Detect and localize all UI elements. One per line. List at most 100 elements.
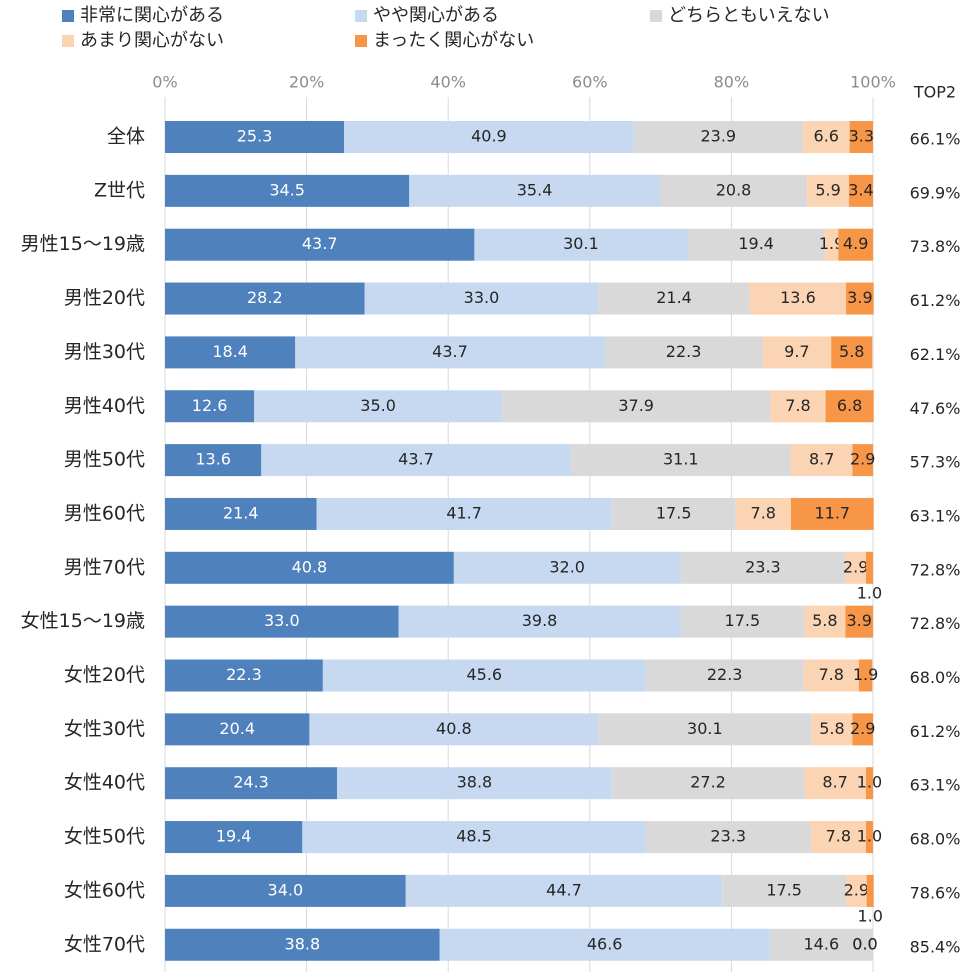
bar-segment bbox=[611, 767, 805, 800]
bar-segment bbox=[633, 121, 803, 153]
bar-segment bbox=[316, 497, 612, 530]
bar-segment bbox=[852, 444, 873, 477]
y-tick-label: 男性15〜19歳 bbox=[21, 233, 145, 255]
value-label: 19.4 bbox=[738, 234, 774, 253]
legend-swatch bbox=[62, 10, 74, 22]
value-label: 8.7 bbox=[809, 450, 834, 469]
value-label: 2.9 bbox=[844, 880, 869, 899]
top2-title: TOP2 bbox=[913, 83, 956, 102]
value-label: 1.0 bbox=[857, 827, 882, 846]
bar-segment bbox=[722, 874, 847, 907]
bar-segment bbox=[865, 821, 873, 854]
top2-value: 73.8% bbox=[910, 237, 961, 256]
y-tick-label: 男性70代 bbox=[64, 556, 145, 578]
value-label: 17.5 bbox=[766, 880, 802, 899]
value-label: 7.8 bbox=[751, 503, 776, 522]
value-label: 1.0 bbox=[857, 773, 882, 792]
value-label: 38.8 bbox=[285, 934, 321, 953]
y-tick-label: 男性40代 bbox=[64, 395, 145, 417]
value-label: 7.8 bbox=[785, 396, 810, 415]
bar-segment bbox=[659, 174, 808, 207]
bar-segment bbox=[165, 551, 454, 584]
value-label: 11.7 bbox=[814, 503, 850, 522]
value-label: 20.8 bbox=[716, 180, 752, 199]
bar-segment bbox=[845, 551, 866, 584]
value-label: 8.7 bbox=[822, 773, 847, 792]
bar-segment bbox=[165, 121, 345, 153]
bar-segment bbox=[405, 874, 723, 907]
value-label: 23.9 bbox=[700, 127, 736, 146]
bar-segment bbox=[165, 605, 399, 638]
bar-segment bbox=[165, 174, 410, 207]
legend-label: あまり関心がない bbox=[80, 30, 224, 51]
bar-segment bbox=[680, 605, 805, 638]
bar-segment bbox=[865, 767, 873, 800]
value-label: 34.5 bbox=[269, 180, 305, 199]
y-tick-label: 男性50代 bbox=[64, 449, 145, 471]
y-tick-label: 全体 bbox=[107, 126, 145, 148]
bar-segment bbox=[852, 713, 873, 746]
top2-value: 66.1% bbox=[910, 130, 961, 149]
top2-value: 85.4% bbox=[910, 937, 961, 956]
bar-segment bbox=[502, 390, 771, 423]
value-label: 7.8 bbox=[826, 827, 851, 846]
bar-segment bbox=[165, 336, 296, 369]
value-label: 33.0 bbox=[464, 288, 500, 307]
bar-segment bbox=[769, 928, 873, 961]
top2-value: 62.1% bbox=[910, 345, 961, 364]
x-tick-label: 60% bbox=[572, 73, 608, 92]
bar-segment bbox=[802, 121, 850, 153]
value-label: 13.6 bbox=[195, 450, 231, 469]
value-label: 40.8 bbox=[436, 719, 472, 738]
bar-segment bbox=[165, 821, 303, 854]
bar-segment bbox=[749, 282, 847, 315]
value-label: 38.8 bbox=[457, 773, 493, 792]
bar-segment bbox=[825, 390, 874, 423]
bar-segment bbox=[165, 713, 310, 746]
value-label: 31.1 bbox=[663, 450, 699, 469]
bar-segment bbox=[790, 444, 853, 477]
value-label: 37.9 bbox=[618, 396, 654, 415]
value-label: 41.7 bbox=[446, 503, 482, 522]
bar-segment bbox=[858, 659, 873, 692]
legend-swatch bbox=[62, 35, 74, 47]
value-label: 24.3 bbox=[233, 773, 269, 792]
value-label: 3.3 bbox=[849, 127, 874, 146]
bar-segment bbox=[831, 336, 873, 369]
bar-segment bbox=[398, 605, 681, 638]
top2-value: 69.9% bbox=[910, 183, 961, 202]
legend-label: どちらともいえない bbox=[668, 5, 830, 26]
legend-label: 非常に関心がある bbox=[80, 5, 224, 26]
value-label: 40.9 bbox=[471, 127, 507, 146]
bar-segment bbox=[165, 659, 323, 692]
value-label: 48.5 bbox=[456, 827, 492, 846]
bar-segment bbox=[165, 444, 262, 477]
y-tick-label: 女性40代 bbox=[64, 772, 145, 794]
value-label: 45.6 bbox=[466, 665, 502, 684]
value-label: 1.9 bbox=[819, 234, 844, 253]
bar-segment bbox=[865, 551, 873, 584]
value-label: 27.2 bbox=[690, 773, 726, 792]
bar-segment bbox=[811, 713, 853, 746]
value-label: 30.1 bbox=[563, 234, 599, 253]
bar-segment bbox=[165, 874, 406, 907]
top2-value: 57.3% bbox=[910, 453, 961, 472]
value-label: 7.8 bbox=[819, 665, 844, 684]
top2-value: 47.6% bbox=[910, 399, 961, 418]
bar-segment bbox=[165, 390, 255, 423]
bar-segment bbox=[804, 767, 866, 800]
value-label: 5.8 bbox=[839, 342, 864, 361]
bar-segment bbox=[165, 928, 440, 961]
top2-value: 61.2% bbox=[910, 722, 961, 741]
bar-segment bbox=[807, 174, 849, 207]
bar-segment bbox=[611, 497, 736, 530]
y-tick-label: 女性60代 bbox=[64, 879, 145, 901]
bar-segment bbox=[849, 121, 873, 153]
bar-segment bbox=[770, 390, 826, 423]
value-label: 21.4 bbox=[223, 503, 259, 522]
value-label: 14.6 bbox=[804, 934, 840, 953]
y-tick-label: Z世代 bbox=[94, 179, 145, 201]
value-label: 28.2 bbox=[247, 288, 283, 307]
legend-swatch bbox=[355, 35, 367, 47]
bar-segment bbox=[474, 228, 688, 261]
